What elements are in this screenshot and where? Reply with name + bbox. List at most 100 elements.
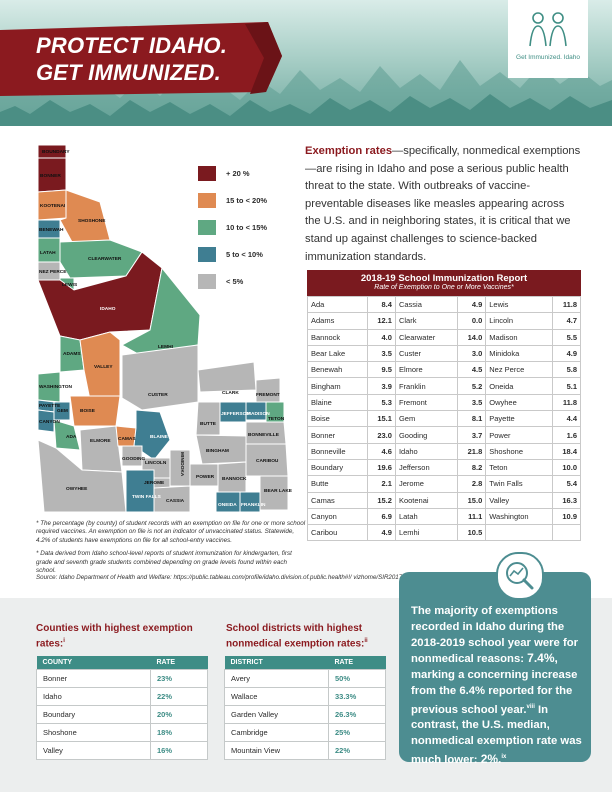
county-butte xyxy=(195,401,221,436)
county-label: MINIDOKA xyxy=(179,452,185,477)
county-name-cell: Bonner xyxy=(307,426,368,444)
county-label: KOOTENAI xyxy=(40,203,66,209)
idaho-county-map: BOUNDARY BONNER KOOTENAI BENEWAH SHOSHON… xyxy=(37,144,293,513)
exemption-rate-cell: 12.1 xyxy=(366,312,396,330)
exemption-rate-cell: 3.5 xyxy=(457,393,487,412)
table-row: Benewah 9.5 Elmore 4.5 Nez Perce 5.8 xyxy=(307,361,581,379)
county-label: BEAR LAKE xyxy=(264,488,293,494)
table-row: Boundary 20% xyxy=(36,705,208,724)
county-label: BENEWAH xyxy=(39,227,64,233)
county-label: IDAHO xyxy=(100,306,116,312)
county-label: BOISE xyxy=(80,408,96,414)
rate-cell: 26.3% xyxy=(328,705,386,724)
county-label: LEWIS xyxy=(62,282,78,288)
exemption-rate-cell: 4.6 xyxy=(366,442,396,460)
county-label: BOUNDARY xyxy=(42,149,70,155)
district-name-cell: Garden Valley xyxy=(224,705,329,724)
exemption-rate-cell: 11.8 xyxy=(552,295,581,314)
legend-item: 5 to < 10% xyxy=(197,245,263,263)
legend-swatch xyxy=(197,164,217,182)
county-name-cell: Power xyxy=(485,426,553,444)
legend-item: 15 to < 20% xyxy=(197,191,267,209)
county-name-cell: Clearwater xyxy=(394,328,459,346)
districts-table-title: School districts with highest nonmedical… xyxy=(226,623,368,650)
legend-swatch xyxy=(197,191,217,209)
county-label: GEM xyxy=(57,408,68,414)
report-header: 2018-19 School Immunization Report Rate … xyxy=(307,270,581,296)
county-label: JEROME xyxy=(144,480,165,486)
counties-table: COUNTY RATE Bonner 23% Idaho 22% Boundary 20% S… xyxy=(36,656,208,760)
get-immunized-logo: Get Immunized. Idaho xyxy=(508,0,588,78)
district-name-cell: Avery xyxy=(224,669,329,688)
county-name-cell: Canyon xyxy=(307,507,368,526)
exemption-rate-cell: 5.3 xyxy=(366,393,396,412)
county-name-cell xyxy=(485,524,553,542)
county-name-cell: Teton xyxy=(485,458,553,477)
table-row: Bingham 3.9 Franklin 5.2 Oneida 5.1 xyxy=(307,377,581,395)
legend-swatch xyxy=(197,218,217,236)
county-camas xyxy=(115,425,137,447)
county-name-cell: Idaho xyxy=(394,442,459,460)
county-label: BLAINE xyxy=(150,434,169,440)
exemption-rate-cell: 5.1 xyxy=(552,377,581,395)
county-label: TWIN FALLS xyxy=(132,494,162,500)
county-name-cell: Bonneville xyxy=(307,442,368,460)
county-label: MADISON xyxy=(247,411,270,417)
county-name-cell: Bannock xyxy=(307,328,368,346)
county-label: ELMORE xyxy=(90,438,111,444)
county-label: BANNOCK xyxy=(222,476,247,482)
county-name-cell: Bear Lake xyxy=(307,344,368,363)
source-note: Source: Idaho Department of Health and W… xyxy=(36,574,553,581)
table-row: Valley 16% xyxy=(36,741,208,760)
county-name-cell: Lincoln xyxy=(485,312,553,330)
legend-item: < 5% xyxy=(197,272,243,290)
county-label: OWYHEE xyxy=(66,486,88,492)
table-row: Boise 15.1 Gem 8.1 Payette 4.4 xyxy=(307,410,581,428)
table-row: Bonner 23.0 Gooding 3.7 Power 1.6 xyxy=(307,426,581,444)
county-name-cell: Lemhi xyxy=(394,524,459,542)
county-name-cell: Jerome xyxy=(394,475,459,493)
exemption-rate-cell: 2.1 xyxy=(366,475,396,493)
exemption-rate-cell: 9.5 xyxy=(366,361,396,379)
county-latah xyxy=(37,237,61,263)
legend-swatch xyxy=(197,245,217,263)
table-row: Butte 2.1 Jerome 2.8 Twin Falls 5.4 xyxy=(307,475,581,493)
rate-cell: 23% xyxy=(150,669,208,688)
exemption-rate-cell: 15.0 xyxy=(457,491,487,509)
callout-text: The majority of exemptions recorded in I… xyxy=(411,605,582,766)
table-row: Cambridge 25% xyxy=(224,723,386,742)
county-name-cell: Owyhee xyxy=(485,393,553,412)
rate-cell: 50% xyxy=(328,669,386,688)
tree-silhouette-illustration xyxy=(0,60,612,126)
counties-table-title: Counties with highest exemption rates:i xyxy=(36,623,193,650)
rate-cell: 16% xyxy=(150,741,208,760)
county-canyon xyxy=(37,409,55,433)
rate-cell: 22% xyxy=(150,687,208,706)
family-icon xyxy=(529,12,567,47)
county-name-cell: Shoshone xyxy=(36,723,151,742)
county-label: BONNEVILLE xyxy=(248,432,280,438)
county-name-cell: Benewah xyxy=(307,361,368,379)
county-name-cell: Caribou xyxy=(307,524,368,542)
county-name-cell: Oneida xyxy=(485,377,553,395)
exemption-rate-cell: 0.0 xyxy=(457,312,487,330)
county-label: CLARK xyxy=(222,390,239,396)
exemption-rate-cell xyxy=(552,524,581,542)
table-row: Bonner 23% xyxy=(36,669,208,688)
county-name-cell: Valley xyxy=(36,741,151,760)
county-elmore xyxy=(79,425,123,473)
exemption-rate-cell: 5.4 xyxy=(552,475,581,493)
statistic-callout: The majority of exemptions recorded in I… xyxy=(399,552,591,766)
exemption-rate-cell: 6.9 xyxy=(366,507,396,526)
county-name-cell: Shoshone xyxy=(485,442,553,460)
exemption-rate-cell: 15.2 xyxy=(366,491,396,509)
exemption-rate-cell: 16.3 xyxy=(552,491,581,509)
county-name-cell: Nez Perce xyxy=(485,361,553,379)
rate-cell: 25% xyxy=(328,723,386,742)
county-name-cell: Gooding xyxy=(394,426,459,444)
county-name-cell: Fremont xyxy=(394,393,459,412)
county-name-cell: Bingham xyxy=(307,377,368,395)
table-row: Caribou 4.9 Lemhi 10.5 xyxy=(307,524,581,542)
county-label: LEMHI xyxy=(158,344,174,350)
rate-cell: 22% xyxy=(328,741,386,760)
